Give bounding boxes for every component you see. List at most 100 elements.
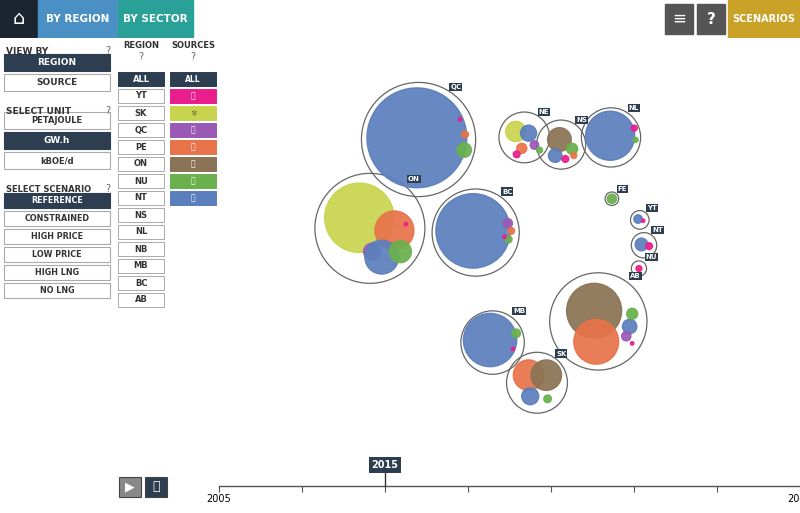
Text: REFERENCE: REFERENCE xyxy=(31,196,83,205)
Bar xyxy=(118,208,164,222)
Text: NT: NT xyxy=(653,227,663,233)
Text: ?: ? xyxy=(190,52,195,62)
Circle shape xyxy=(631,125,638,131)
Circle shape xyxy=(626,308,638,319)
Bar xyxy=(118,259,164,273)
Text: SELECT SCENARIO: SELECT SCENARIO xyxy=(6,185,91,193)
Bar xyxy=(170,123,216,137)
Circle shape xyxy=(566,143,578,154)
Circle shape xyxy=(512,329,521,338)
Text: SOURCE: SOURCE xyxy=(36,78,78,87)
Bar xyxy=(118,140,164,154)
Text: SK: SK xyxy=(556,350,566,357)
Text: ?: ? xyxy=(138,52,143,62)
Text: ON: ON xyxy=(134,160,148,168)
Bar xyxy=(119,477,141,497)
Bar xyxy=(170,106,216,120)
Text: ALL: ALL xyxy=(133,74,150,84)
Bar xyxy=(118,225,164,239)
Text: 💨: 💨 xyxy=(190,176,195,186)
Text: ≡: ≡ xyxy=(672,10,686,28)
Circle shape xyxy=(522,388,538,405)
Circle shape xyxy=(463,313,517,367)
Text: SCENARIOS: SCENARIOS xyxy=(733,14,795,24)
Text: NU: NU xyxy=(134,176,148,186)
Text: NL: NL xyxy=(135,227,147,236)
Text: 🌿: 🌿 xyxy=(190,126,195,134)
Circle shape xyxy=(502,235,506,239)
Circle shape xyxy=(646,243,653,249)
Circle shape xyxy=(514,151,520,157)
Text: AB: AB xyxy=(630,273,641,279)
Bar xyxy=(118,72,164,86)
Text: ALL: ALL xyxy=(185,74,201,84)
Circle shape xyxy=(390,241,411,263)
Text: CONSTRAINED: CONSTRAINED xyxy=(25,214,90,223)
Text: VIEW BY: VIEW BY xyxy=(6,47,48,55)
Circle shape xyxy=(458,117,462,121)
Circle shape xyxy=(642,219,645,223)
Circle shape xyxy=(457,143,471,157)
Text: SOURCES: SOURCES xyxy=(171,42,215,50)
Circle shape xyxy=(634,215,642,223)
Text: AB: AB xyxy=(134,295,147,305)
Text: 2015: 2015 xyxy=(371,460,398,470)
Circle shape xyxy=(375,211,414,250)
Bar xyxy=(118,293,164,307)
Circle shape xyxy=(544,395,551,403)
Text: SK: SK xyxy=(135,109,147,117)
Bar xyxy=(118,157,164,171)
Circle shape xyxy=(404,223,407,226)
Bar xyxy=(38,0,118,38)
Circle shape xyxy=(607,194,617,203)
Text: kBOE/d: kBOE/d xyxy=(40,156,74,165)
Text: ON: ON xyxy=(408,176,420,182)
Circle shape xyxy=(530,141,538,149)
Circle shape xyxy=(622,331,631,341)
Text: PETAJOULE: PETAJOULE xyxy=(31,116,82,125)
Bar xyxy=(4,265,110,280)
Text: 🔥: 🔥 xyxy=(190,143,195,151)
Text: NS: NS xyxy=(576,116,587,123)
Bar xyxy=(170,174,216,188)
Text: SELECT UNIT: SELECT UNIT xyxy=(6,107,71,115)
Text: NS: NS xyxy=(134,210,147,220)
Text: ?: ? xyxy=(106,46,110,56)
Circle shape xyxy=(549,149,562,162)
Bar xyxy=(4,132,110,149)
Bar xyxy=(728,0,800,38)
Text: ?: ? xyxy=(106,184,110,194)
Bar xyxy=(170,157,216,171)
Bar xyxy=(170,191,216,205)
Bar xyxy=(0,0,38,38)
Circle shape xyxy=(574,319,618,364)
Bar xyxy=(4,74,110,91)
Circle shape xyxy=(635,238,648,251)
Circle shape xyxy=(636,266,642,271)
Circle shape xyxy=(325,183,394,252)
Bar xyxy=(118,191,164,205)
Circle shape xyxy=(630,342,634,345)
Circle shape xyxy=(517,143,527,153)
Text: GW.h: GW.h xyxy=(44,136,70,145)
Circle shape xyxy=(365,240,398,274)
Text: ▶: ▶ xyxy=(125,481,135,494)
Circle shape xyxy=(436,194,510,268)
Circle shape xyxy=(633,137,638,143)
Bar xyxy=(118,242,164,256)
Text: ⚛: ⚛ xyxy=(190,109,197,117)
Text: BY REGION: BY REGION xyxy=(46,14,110,24)
Bar xyxy=(697,4,725,34)
Bar xyxy=(170,89,216,103)
Bar xyxy=(118,276,164,290)
Circle shape xyxy=(571,153,577,159)
Text: REGION: REGION xyxy=(38,58,77,67)
Circle shape xyxy=(508,227,514,234)
Text: NO LNG: NO LNG xyxy=(40,286,74,295)
Circle shape xyxy=(531,360,562,390)
Bar xyxy=(665,4,693,34)
Bar xyxy=(4,112,110,129)
Text: BY SECTOR: BY SECTOR xyxy=(122,14,187,24)
Bar xyxy=(118,106,164,120)
Bar xyxy=(118,89,164,103)
